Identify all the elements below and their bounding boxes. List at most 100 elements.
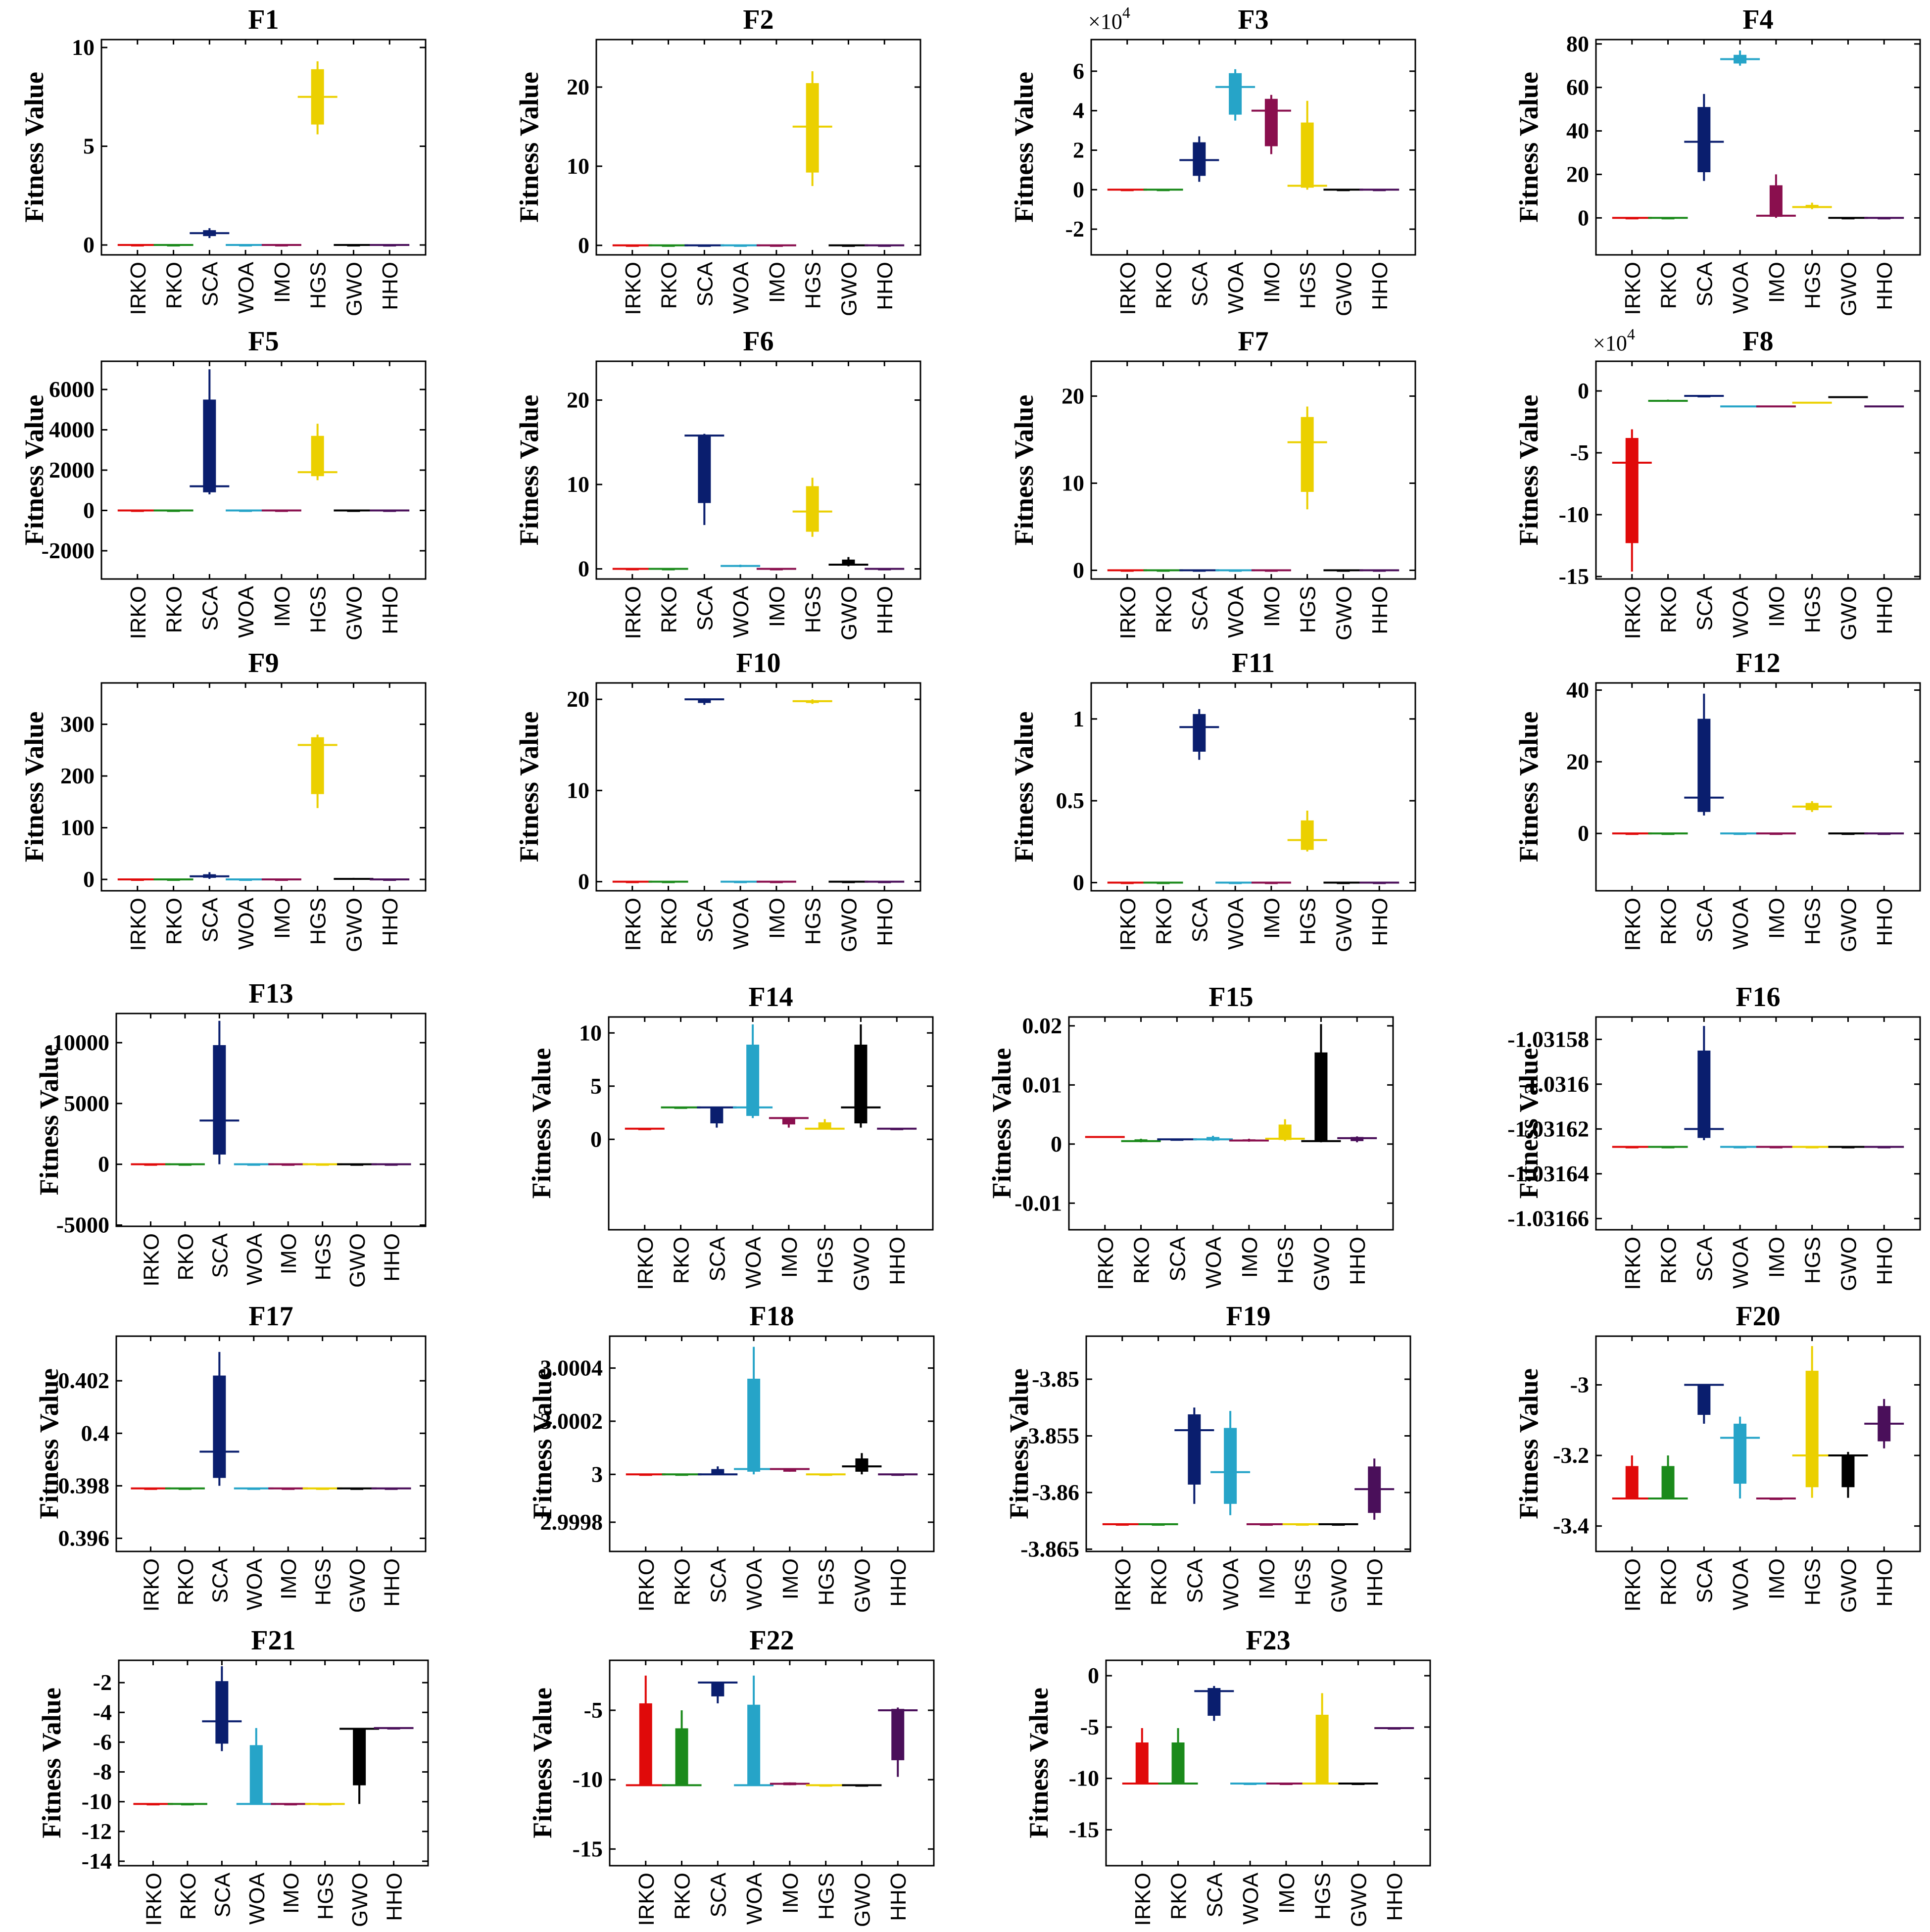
y-tick-label: 0 bbox=[1073, 177, 1084, 202]
x-tick-label: IRKO bbox=[621, 898, 645, 951]
y-tick-label: 1 bbox=[1073, 706, 1084, 731]
y-tick-label: 4000 bbox=[49, 417, 95, 442]
y-tick-label: 10000 bbox=[52, 1030, 109, 1055]
x-tick-label: SCA bbox=[706, 1872, 730, 1917]
y-tick-label: -1.0316 bbox=[1519, 1071, 1589, 1097]
x-tick-label: GWO bbox=[342, 898, 366, 952]
subplot-f8: F8 ×104 Fitness Value -15 -10 -5 0 IRKO RKO SCA WO… bbox=[1514, 325, 1921, 640]
y-tick-label: 0.4 bbox=[81, 1420, 110, 1446]
box-iqr-rko bbox=[675, 1728, 688, 1786]
y-axis-label: Fitness Value bbox=[528, 1688, 557, 1838]
x-tick-label: SCA bbox=[705, 1236, 729, 1281]
y-tick-label: -3 bbox=[1570, 1372, 1589, 1397]
subplot-title: F2 bbox=[743, 4, 773, 35]
x-tick-label: IMO bbox=[1260, 898, 1284, 939]
x-tick-label: HGS bbox=[815, 1558, 839, 1605]
x-tick-label: IMO bbox=[1260, 262, 1284, 303]
y-tick-label: 0 bbox=[98, 1152, 109, 1177]
x-tick-label: HHO bbox=[886, 1558, 911, 1607]
x-tick-label: IRKO bbox=[126, 898, 150, 951]
plot-frame bbox=[118, 1659, 429, 1867]
x-tick-label: HHO bbox=[1368, 262, 1392, 310]
subplot-f1: F1 Fitness Value 0 5 10 IRKO RKO SCA WOA IMO HGS GW… bbox=[19, 4, 427, 316]
box-iqr-sca bbox=[213, 1045, 226, 1155]
box-iqr-sca bbox=[1697, 107, 1711, 173]
subplot-f12: F12 Fitness Value 0 20 40 IRKO RKO SCA WOA IMO HGS… bbox=[1514, 648, 1921, 952]
x-tick-label: WOA bbox=[1224, 585, 1248, 638]
x-tick-label: IRKO bbox=[126, 262, 150, 315]
y-tick-label: 80 bbox=[1566, 31, 1589, 56]
subplot-title: F10 bbox=[736, 648, 780, 678]
x-tick-label: SCA bbox=[198, 897, 222, 942]
x-tick-label: IMO bbox=[270, 262, 294, 303]
y-tick-label: 20 bbox=[1062, 383, 1084, 408]
axis-multiplier-exponent: 4 bbox=[1122, 3, 1130, 21]
x-tick-label: WOA bbox=[741, 1236, 766, 1289]
x-tick-label: WOA bbox=[1729, 585, 1753, 638]
box-iqr-hgs bbox=[311, 435, 324, 477]
plot-frame bbox=[609, 1659, 935, 1867]
y-tick-label: -2 bbox=[93, 1670, 112, 1695]
x-tick-label: WOA bbox=[742, 1558, 767, 1610]
y-axis-label: Fitness Value bbox=[1514, 72, 1544, 223]
x-tick-label: SCA bbox=[693, 585, 717, 630]
x-tick-label: RKO bbox=[174, 1558, 198, 1605]
x-tick-label: RKO bbox=[1657, 898, 1681, 945]
subplot-f23: F23 Fitness Value -15 -10 -5 0 IRKO RKO SCA WOA IM… bbox=[1024, 1625, 1431, 1927]
x-tick-label: GWO bbox=[850, 1558, 874, 1613]
subplot-f19: F19 Fitness Value -3.865 -3.86 -3.855 -3.85 IR… bbox=[1004, 1301, 1411, 1613]
plot-frame bbox=[595, 360, 921, 580]
x-tick-label: SCA bbox=[1692, 585, 1717, 630]
x-tick-label: GWO bbox=[342, 586, 366, 640]
y-tick-label: 0 bbox=[1578, 378, 1589, 403]
y-tick-label: 0 bbox=[578, 233, 589, 258]
x-tick-label: IRKO bbox=[621, 262, 645, 315]
y-tick-label: -5 bbox=[584, 1697, 603, 1723]
x-tick-label: RKO bbox=[176, 1873, 200, 1920]
box-iqr-woa bbox=[1229, 73, 1242, 115]
subplot-f20: F20 Fitness Value -3.4 -3.2 -3 IRKO RKO SCA WOA I… bbox=[1514, 1301, 1921, 1613]
box-iqr-woa bbox=[747, 1704, 761, 1786]
y-tick-label: 0.5 bbox=[1056, 788, 1085, 813]
x-tick-label: IRKO bbox=[139, 1233, 163, 1287]
y-tick-label: -1.03158 bbox=[1507, 1026, 1589, 1052]
box-iqr-imo bbox=[783, 1469, 796, 1472]
box-iqr-gwo bbox=[842, 559, 855, 566]
x-tick-label: IMO bbox=[1765, 1237, 1789, 1278]
x-tick-label: HGS bbox=[814, 1237, 838, 1284]
x-tick-label: SCA bbox=[1203, 1872, 1227, 1917]
y-tick-label: 10 bbox=[1062, 470, 1084, 495]
x-tick-label: IRKO bbox=[621, 586, 645, 639]
y-tick-label: -10 bbox=[573, 1767, 603, 1792]
box-iqr-hgs bbox=[1315, 1714, 1329, 1784]
x-tick-label: SCA bbox=[208, 1558, 232, 1603]
x-tick-label: WOA bbox=[1219, 1558, 1243, 1610]
y-tick-label: 0 bbox=[1073, 869, 1084, 895]
y-axis-label: Fitness Value bbox=[987, 1048, 1016, 1199]
y-tick-label: -10 bbox=[1069, 1766, 1099, 1791]
y-tick-label: -1.03164 bbox=[1507, 1161, 1589, 1186]
x-tick-label: SCA bbox=[1165, 1236, 1190, 1281]
x-tick-label: HGS bbox=[801, 262, 825, 309]
x-tick-label: IRKO bbox=[1621, 1237, 1645, 1290]
box-iqr-sca bbox=[1697, 1050, 1711, 1138]
x-tick-label: WOA bbox=[729, 585, 753, 638]
x-tick-label: HHO bbox=[380, 1233, 404, 1282]
x-tick-label: HHO bbox=[1346, 1237, 1370, 1285]
y-tick-label: 2 bbox=[1073, 137, 1084, 162]
y-tick-label: 0 bbox=[578, 869, 589, 894]
y-axis-label: Fitness Value bbox=[19, 712, 49, 863]
x-tick-label: RKO bbox=[671, 1558, 695, 1605]
x-tick-label: IRKO bbox=[1111, 1558, 1135, 1612]
plot-frame bbox=[1595, 682, 1921, 892]
y-axis-label: Fitness Value bbox=[514, 712, 544, 863]
y-axis-label: Fitness Value bbox=[34, 1045, 64, 1196]
box-iqr-sca bbox=[711, 1682, 724, 1696]
subplot-f10: F10 Fitness Value 0 10 20 IRKO RKO SCA WOA IMO HGS… bbox=[514, 648, 921, 952]
plot-frame bbox=[608, 1016, 934, 1231]
box-iqr-hgs bbox=[806, 486, 819, 532]
y-tick-label: 5 bbox=[590, 1073, 602, 1099]
x-tick-label: SCA bbox=[1692, 1558, 1717, 1603]
subplot-f2: F2 Fitness Value 0 10 20 IRKO RKO SCA WOA IMO HGS G… bbox=[514, 4, 921, 316]
y-tick-label: -10 bbox=[82, 1789, 112, 1814]
